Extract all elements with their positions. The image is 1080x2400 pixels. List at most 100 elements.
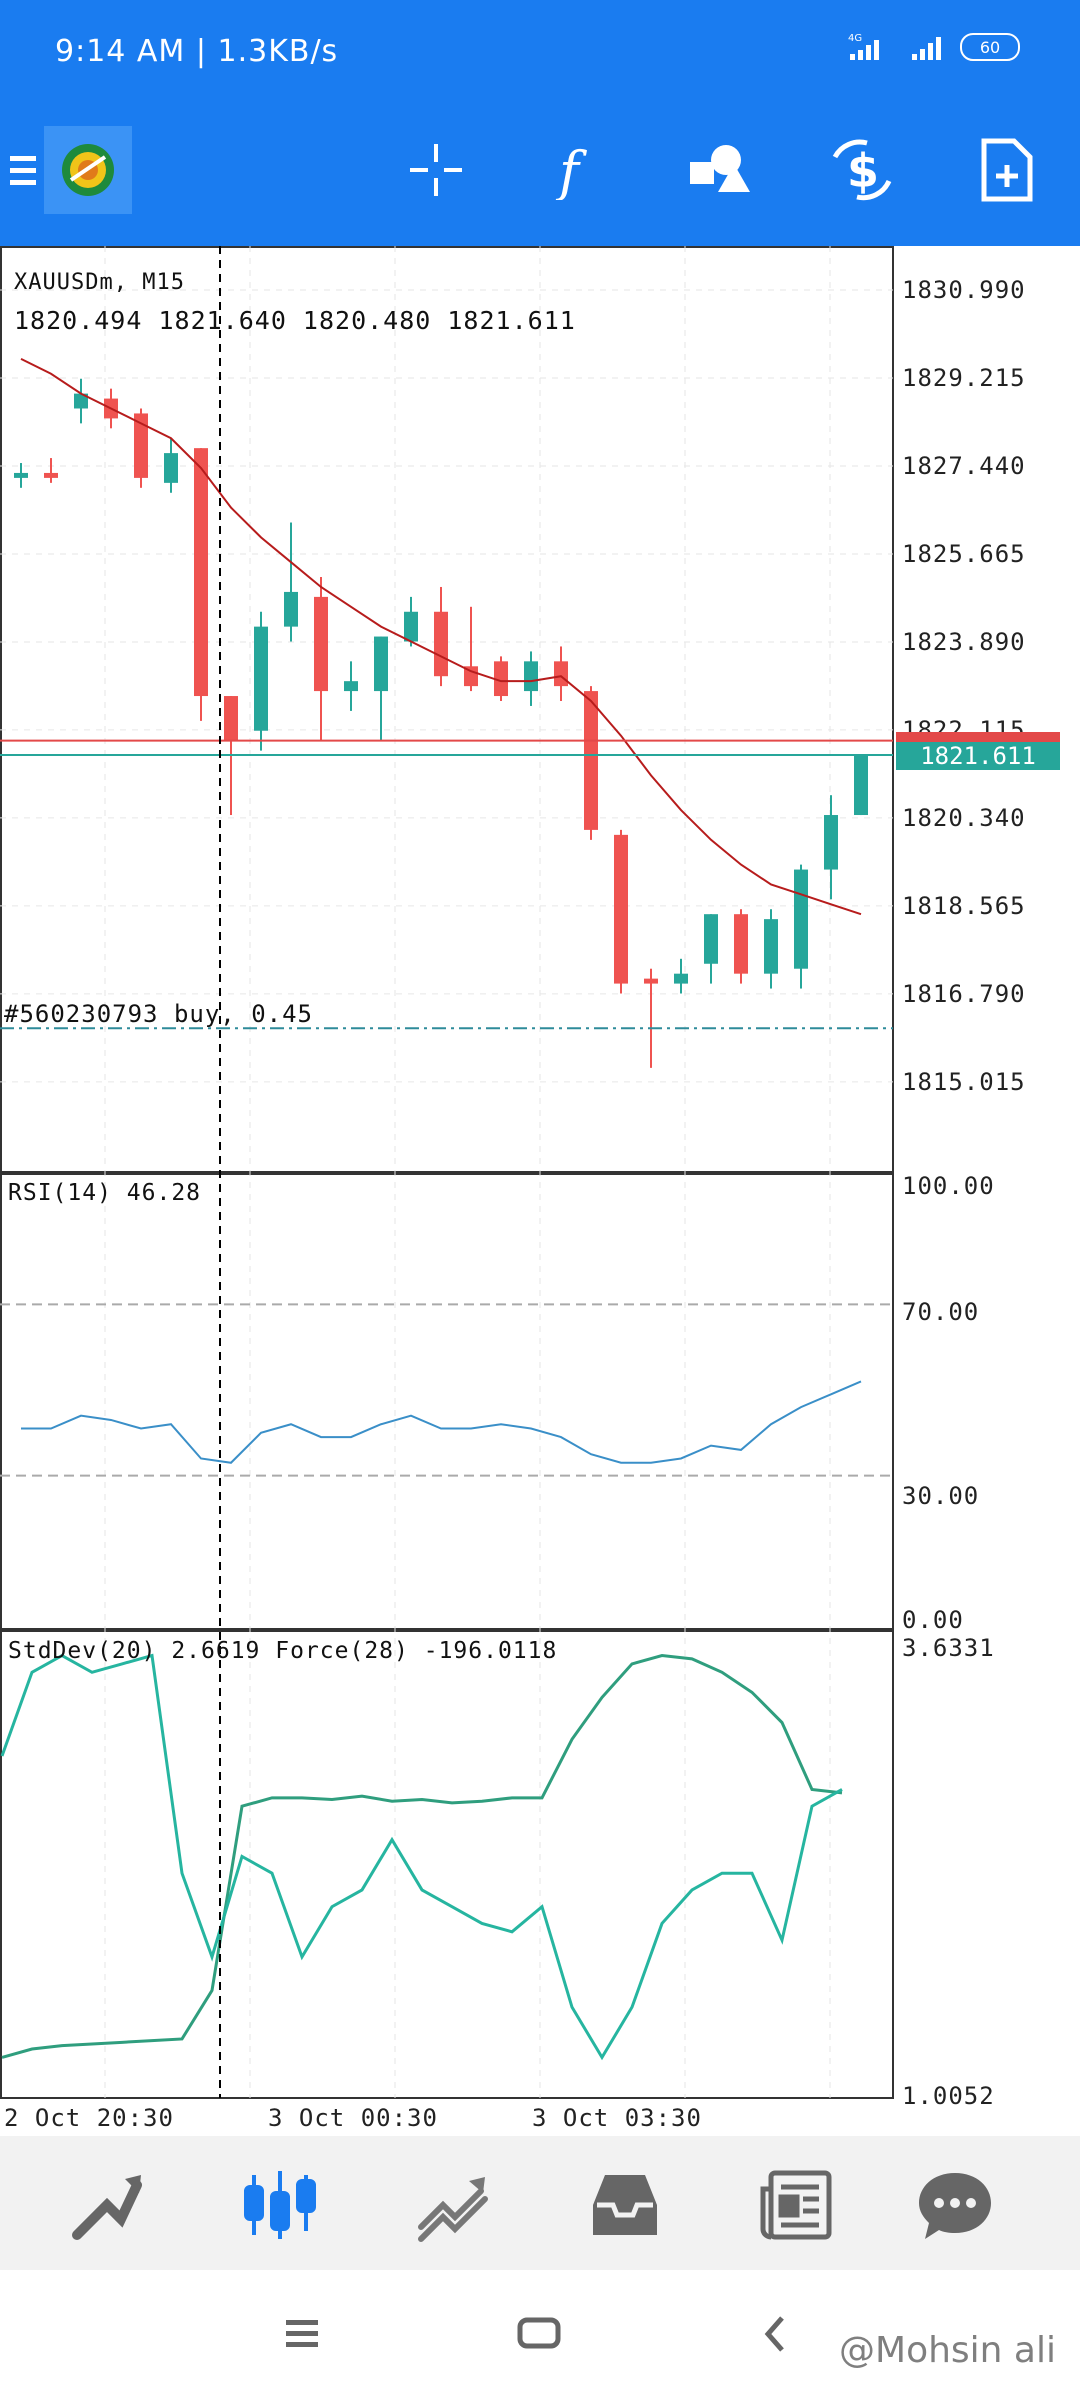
candle-body: [14, 472, 28, 478]
candle: [644, 968, 658, 1068]
moving-average-line: [20, 358, 862, 916]
candle-body: [734, 914, 748, 974]
candle-body: [434, 611, 448, 677]
ohlc-label: 1820.494 1821.640 1820.480 1821.611: [14, 306, 576, 335]
candle-body: [74, 393, 88, 409]
function-icon[interactable]: f: [538, 130, 618, 210]
inbox-icon[interactable]: [580, 2160, 670, 2250]
battery-icon: 60: [960, 33, 1020, 61]
status-time: 9:14 AM | 1.3KB/s: [55, 34, 339, 69]
status-bar: 9:14 AM | 1.3KB/s 4G 60: [0, 0, 1080, 100]
candle-body: [44, 472, 58, 478]
candle-body: [464, 666, 478, 687]
rsi-pane-frame: [0, 1173, 894, 1630]
app-logo: [44, 126, 132, 214]
candle-body: [164, 453, 178, 483]
news-icon[interactable]: [752, 2160, 842, 2250]
candle: [734, 909, 748, 984]
watermark: @Mohsin ali: [839, 2330, 1056, 2371]
bottom-navigation: [0, 2136, 1080, 2270]
candle: [284, 522, 298, 642]
chat-icon[interactable]: [910, 2160, 1000, 2250]
candle: [254, 611, 268, 751]
quotes-arrows-icon[interactable]: [62, 2160, 152, 2250]
price-tick: 1816.790: [902, 980, 1026, 1008]
time-tick: 2 Oct 20:30: [4, 2104, 174, 2132]
candle: [824, 795, 838, 900]
candle: [434, 586, 448, 687]
candle-body: [764, 919, 778, 974]
candle: [704, 914, 718, 984]
candle-body: [194, 448, 208, 697]
network-type: 4G: [848, 33, 862, 44]
candle: [674, 958, 688, 994]
price-tick: 1815.015: [902, 1068, 1026, 1096]
chart-grid: [0, 246, 893, 2098]
candle-body: [554, 661, 568, 687]
candle: [524, 651, 538, 706]
signal-icon: [912, 37, 941, 60]
price-tick: 1820.340: [902, 804, 1026, 832]
candle-body: [224, 696, 238, 741]
candle: [14, 463, 28, 488]
shapes-icon[interactable]: [680, 130, 760, 210]
candle-body: [794, 869, 808, 969]
candle-body: [854, 755, 868, 816]
new-document-icon[interactable]: [966, 130, 1046, 210]
rsi-level-label: 30.00: [902, 1482, 980, 1510]
time-tick: 3 Oct 00:30: [268, 2104, 438, 2132]
candles-icon[interactable]: [235, 2160, 325, 2250]
candle-body: [284, 591, 298, 627]
home-icon[interactable]: [516, 2314, 564, 2358]
price-tick: 1823.890: [902, 628, 1026, 656]
status-icons: 4G 60: [848, 32, 1020, 62]
signal-4g-icon: 4G: [848, 33, 879, 60]
candle: [314, 577, 328, 741]
stddev-min-label: 1.0052: [902, 2082, 995, 2110]
price-tick: 1825.665: [902, 540, 1026, 568]
stddev-force-label: StdDev(20) 2.6619 Force(28) -196.0118: [8, 1638, 558, 1664]
candle: [464, 606, 478, 692]
menu-icon[interactable]: [0, 130, 70, 210]
candle-body: [644, 978, 658, 984]
candle-body: [494, 661, 508, 697]
time-tick: 3 Oct 03:30: [532, 2104, 702, 2132]
candle-body: [134, 413, 148, 478]
candle: [554, 646, 568, 701]
toolbar: f $: [0, 100, 1080, 246]
price-tick: 1827.440: [902, 452, 1026, 480]
candle: [164, 438, 178, 493]
candle-body: [614, 834, 628, 984]
order-label[interactable]: #560230793 buy, 0.45: [4, 1000, 313, 1028]
candle-body: [704, 914, 718, 964]
crosshair-icon[interactable]: [396, 130, 476, 210]
candle-body: [584, 691, 598, 830]
bid-price-tag: 1821.611: [896, 742, 1060, 770]
rsi-level-label: 0.00: [902, 1606, 964, 1634]
candle-body: [314, 596, 328, 692]
svg-text:f: f: [555, 140, 587, 200]
candle: [614, 829, 628, 994]
candle-body: [674, 973, 688, 984]
stddev-line: [1, 1654, 843, 2059]
candle: [44, 458, 58, 483]
stddev-max-label: 3.6331: [902, 1634, 995, 1662]
rsi-line: [21, 1380, 862, 1464]
price-tick: 1829.215: [902, 364, 1026, 392]
trade-line-icon[interactable]: [408, 2160, 498, 2250]
stddev-pane-frame: [0, 1630, 894, 2099]
back-icon[interactable]: [760, 2312, 790, 2360]
chart-canvas[interactable]: [0, 246, 1080, 2136]
svg-text:$: $: [847, 144, 879, 198]
candle: [134, 408, 148, 488]
candle: [494, 656, 508, 701]
candle: [584, 686, 598, 840]
chart-area[interactable]: XAUUSDm, M15 1820.494 1821.640 1820.480 …: [0, 246, 1080, 2136]
candle: [794, 864, 808, 989]
candle-body: [404, 611, 418, 642]
rsi-label: RSI(14) 46.28: [8, 1180, 202, 1206]
recent-apps-icon[interactable]: [284, 2316, 324, 2356]
candle-body: [824, 815, 838, 870]
candlestick-series: [14, 378, 868, 1068]
dollar-arrow-icon[interactable]: $: [822, 130, 902, 210]
